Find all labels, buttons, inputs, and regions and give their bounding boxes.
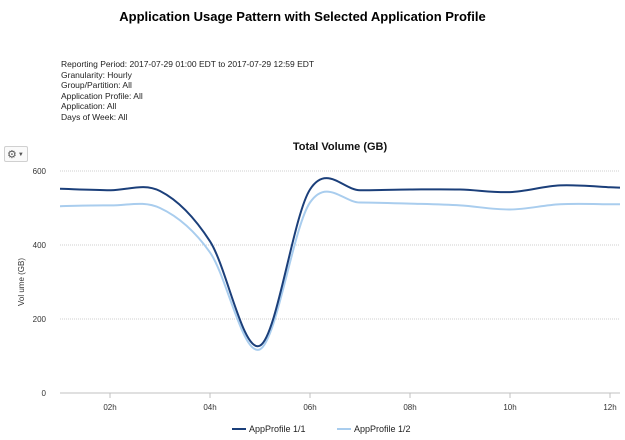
- reporting-period: Reporting Period: 2017-07-29 01:00 EDT t…: [61, 59, 315, 69]
- x-tick-label: 02h: [103, 403, 116, 412]
- y-tick-label: 200: [33, 315, 47, 324]
- granularity: Granularity: Hourly: [61, 69, 132, 80]
- report-info: Reporting Period: 2017-07-29 01:00 EDT t…: [61, 59, 314, 123]
- y-tick-label: 400: [33, 241, 47, 250]
- x-tick-label: 08h: [403, 403, 416, 412]
- application: Application: All: [61, 101, 117, 112]
- chart-title: Total Volume (GB): [293, 141, 388, 153]
- chart-options-button[interactable]: ⚙▼: [4, 146, 28, 162]
- y-tick-label: 600: [33, 167, 47, 176]
- x-tick-label: 10h: [503, 403, 516, 412]
- series-line-2[interactable]: [59, 190, 620, 351]
- application-profile: Application Profile: All: [61, 90, 143, 101]
- page-title: Application Usage Pattern with Selected …: [119, 9, 486, 24]
- group-partition: Group/Partition: All: [61, 80, 132, 91]
- days-of-week: Days of Week: All: [61, 111, 128, 122]
- legend-label-1[interactable]: AppProfile 1/1: [249, 424, 306, 434]
- y-axis-label: Vol ume (GB): [17, 258, 26, 306]
- x-tick-label: 06h: [303, 403, 316, 412]
- legend-label-2[interactable]: AppProfile 1/2: [354, 424, 411, 434]
- x-tick-label: 04h: [203, 403, 216, 412]
- chevron-down-icon: ▼: [17, 152, 24, 159]
- x-tick-label: 12h: [603, 403, 616, 412]
- series-line-1[interactable]: [59, 177, 621, 347]
- gear-icon: ⚙: [7, 149, 17, 161]
- y-tick-label: 0: [42, 389, 47, 398]
